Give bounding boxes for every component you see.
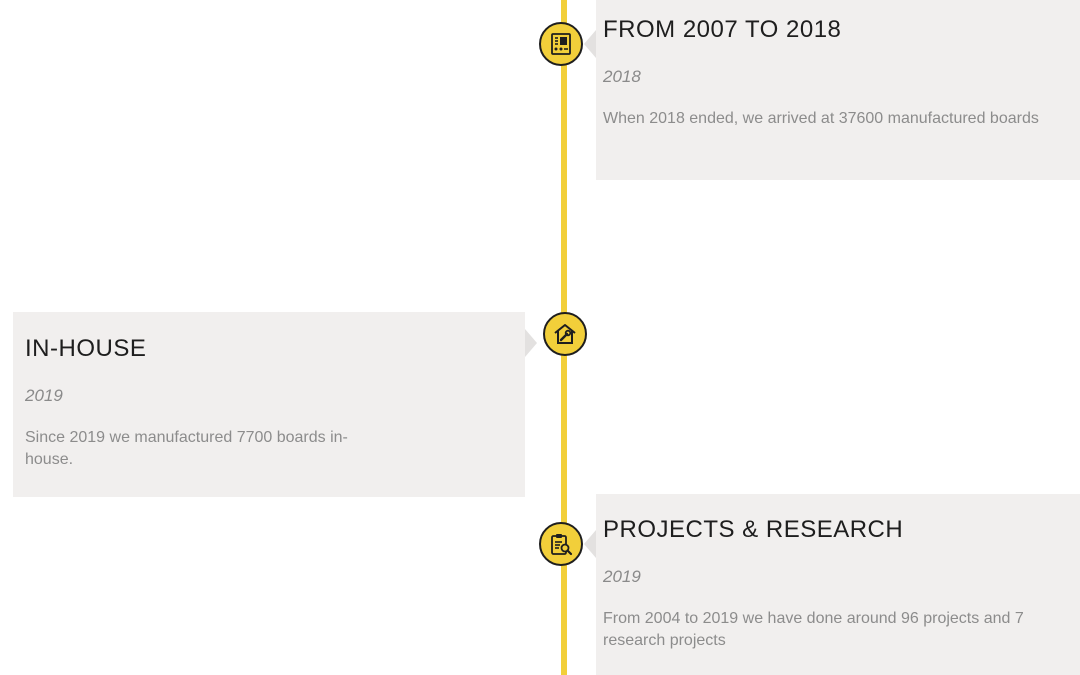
timeline-card-in-house: IN-HOUSE 2019 Since 2019 we manufactured… (13, 312, 525, 497)
timeline-node (539, 22, 583, 66)
timeline-card-projects-research: PROJECTS & RESEARCH 2019 From 2004 to 20… (596, 494, 1080, 675)
timeline-card-text: When 2018 ended, we arrived at 37600 man… (603, 110, 1039, 127)
house-wrench-icon (554, 324, 576, 344)
clipboard-search-icon (551, 534, 573, 556)
timeline-card-from-2007-to-2018: FROM 2007 TO 2018 2018 When 2018 ended, … (596, 0, 1080, 180)
timeline-node (539, 522, 583, 566)
timeline-node (543, 312, 587, 356)
timeline-card-title: FROM 2007 TO 2018 (603, 16, 842, 43)
timeline-card-text: From 2004 to 2019 we have done around 96… (603, 610, 1024, 649)
timeline-card-date: 2019 (603, 567, 641, 586)
card-pointer-arrow (525, 329, 537, 357)
circuit-board-icon (551, 33, 571, 55)
card-pointer-arrow (584, 30, 596, 58)
card-pointer-arrow (584, 530, 596, 558)
timeline-card-title: PROJECTS & RESEARCH (603, 516, 904, 543)
timeline-card-date: 2018 (603, 67, 641, 86)
timeline-card-title: IN-HOUSE (25, 335, 147, 362)
timeline-card-date: 2019 (25, 386, 63, 405)
timeline-card-text: Since 2019 we manufactured 7700 boards i… (25, 429, 348, 468)
